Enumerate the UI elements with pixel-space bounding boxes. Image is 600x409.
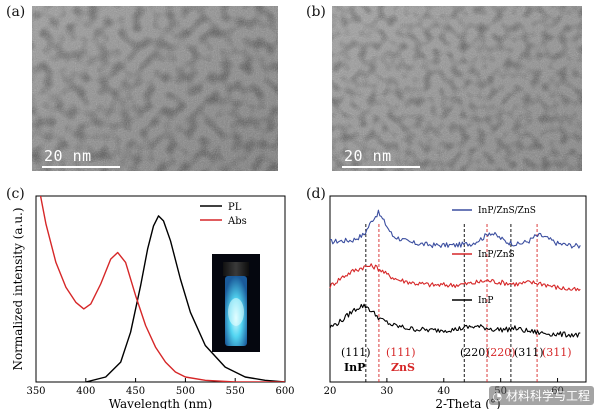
chart-d-reference-lines: [365, 224, 538, 382]
chart-d-legends: InP/ZnS/ZnS InP/ZnS InP: [452, 206, 536, 306]
legend-pl-label: PL: [228, 202, 242, 213]
zns-220-label: (220): [486, 346, 516, 359]
scalebar-label-a: 20 nm: [44, 147, 92, 165]
inp-220-label: (220): [460, 346, 490, 359]
scalebar-b: [342, 166, 420, 168]
x-tick-label-30: 30: [381, 386, 394, 397]
x-axis-label: Wavelength (nm): [109, 397, 213, 409]
scalebar-a: [42, 166, 120, 168]
scalebar-label-b: 20 nm: [344, 147, 392, 165]
inp-311-label: (311): [514, 346, 544, 359]
chart-d-series: [329, 209, 581, 338]
series-inp-line: [329, 303, 581, 338]
chart-c-series: [39, 196, 285, 382]
x-axis-label: 2-Theta (°): [435, 397, 500, 409]
zns-phase-label: ZnS: [391, 361, 415, 374]
x-tick-label-400: 400: [76, 386, 95, 397]
zns-111-label: (111): [386, 346, 416, 359]
watermark-text: 材料科学与工程: [505, 389, 590, 403]
x-tick-label-500: 500: [176, 386, 195, 397]
chart-c-legend: PL Abs: [200, 202, 247, 227]
panel-c-label: (c): [6, 186, 25, 202]
inp-phase-label: InP: [344, 361, 365, 374]
zns-311-label: (311): [542, 346, 572, 359]
series-pl-line: [85, 215, 285, 382]
legend-abs-label: Abs: [227, 216, 247, 227]
series-inp-zns-zns-line: [329, 209, 581, 249]
tem-texture-b: [332, 6, 582, 171]
legend-inp-zns-label: InP/ZnS: [478, 250, 515, 260]
xrd-chart: 20304050602-Theta (°) InP/ZnS/ZnSInP/ZnS…: [324, 195, 587, 409]
pl-abs-chart: 350 400 450 500 550 600 Wavelength (nm) Normali…: [11, 195, 295, 409]
watermark: ◔ 材料科学与工程: [488, 386, 594, 405]
tem-image-a: 20 nm: [32, 6, 278, 171]
x-tick-label-550: 550: [226, 386, 245, 397]
chart-d-annotations: (111) InP (111) ZnS (220) (220) (311) (3…: [341, 346, 572, 374]
x-tick-label-40: 40: [437, 386, 450, 397]
legend-inp-label: InP: [478, 296, 493, 306]
panel-a-label: (a): [6, 4, 26, 20]
chart-c-frame: [35, 195, 286, 383]
vial-inset-photo: [212, 254, 260, 352]
wechat-icon: ◔: [492, 390, 503, 403]
series-inp-zns-line: [329, 263, 581, 292]
legend-inp-zns-zns-label: InP/ZnS/ZnS: [478, 206, 536, 216]
tem-image-b: 20 nm: [332, 6, 582, 171]
chart-d-frame: [329, 195, 587, 383]
inp-111-label: (111): [341, 346, 371, 359]
x-tick-label-350: 350: [26, 386, 45, 397]
y-axis-label: Normalized intensity (a.u.): [11, 207, 25, 370]
panel-d-label: (d): [306, 186, 326, 202]
panel-b-label: (b): [306, 4, 326, 20]
x-tick-label-20: 20: [324, 386, 337, 397]
chart-d-axes: 20304050602-Theta (°): [324, 195, 587, 409]
series-abs-line: [39, 196, 285, 382]
x-tick-label-450: 450: [126, 386, 145, 397]
chart-c-axes: 350 400 450 500 550 600 Wavelength (nm) Normali…: [11, 195, 295, 409]
x-tick-label-600: 600: [275, 386, 294, 397]
tem-texture-a: [32, 6, 278, 171]
